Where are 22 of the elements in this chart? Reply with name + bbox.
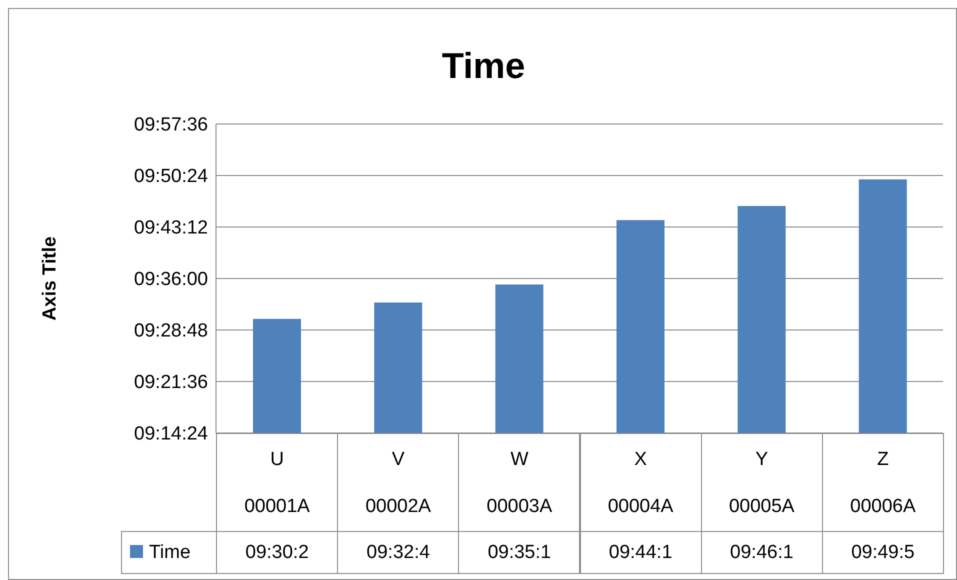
category-label: V 00002A — [365, 449, 431, 517]
y-axis-title: Axis Title — [40, 236, 61, 321]
data-label: 09:46:1 — [700, 531, 823, 574]
data-label: 09:49:5 — [822, 531, 944, 574]
y-tick-label: 09:50:24 — [134, 166, 208, 188]
y-tick-label: 09:28:48 — [134, 320, 208, 342]
y-tick-label: 09:57:36 — [134, 114, 208, 136]
data-label: 09:32:4 — [337, 531, 460, 574]
legend-label: Time — [121, 531, 217, 574]
data-label: 09:44:1 — [580, 531, 702, 574]
data-label: 09:35:1 — [458, 531, 580, 574]
category-label: U 00001A — [244, 449, 310, 517]
category-label: Z 00006A — [850, 449, 916, 517]
y-tick-label: 09:21:36 — [134, 372, 208, 394]
category-label: Y 00005A — [728, 449, 794, 517]
y-tick-label: 09:14:24 — [134, 424, 208, 445]
category-label: W 00003A — [486, 449, 552, 517]
y-tick-label: 09:43:12 — [134, 218, 208, 239]
category-label: X 00004A — [608, 449, 674, 517]
chart-title: Time — [440, 45, 526, 87]
data-label: 09:30:2 — [216, 531, 338, 574]
y-tick-label: 09:36:00 — [134, 269, 208, 290]
